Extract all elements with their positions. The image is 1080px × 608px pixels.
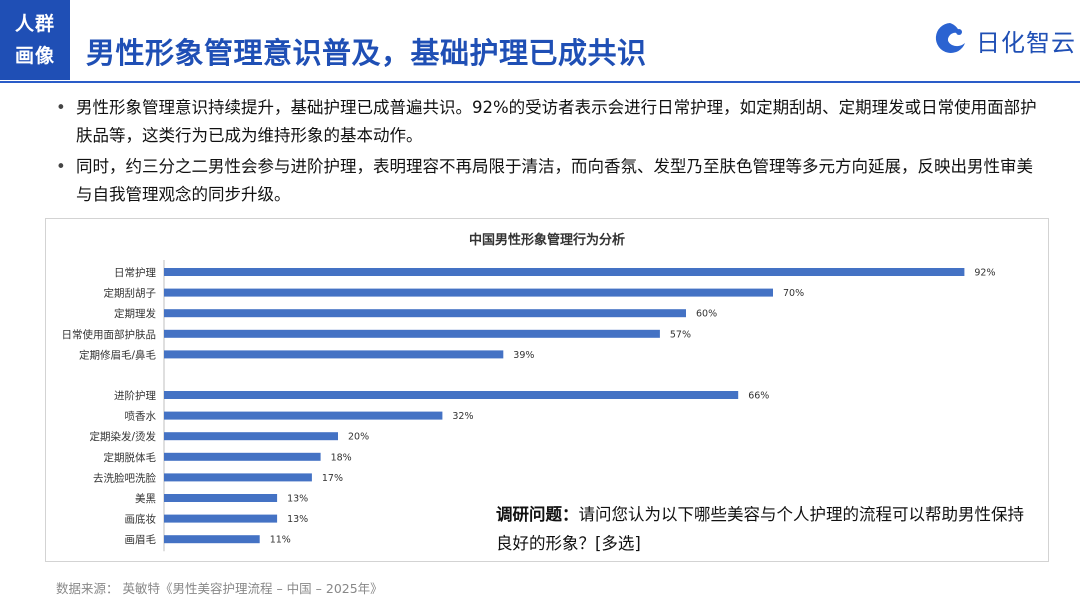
bar-chart: 日常护理 92% 定期刮胡子 70% 定期理发 60% 日常使用面部护肤品 57% 定期修眉毛/… [62,260,996,552]
value-label: 17% [322,473,343,484]
category-label: 画眉毛 [125,534,157,546]
bar [164,329,660,338]
bar [164,309,686,318]
category-label: 喷香水 [125,411,157,423]
section-tag-line1: 人群 [14,13,55,35]
page-title: 男性形象管理意识普及，基础护理已成共识 [86,36,647,70]
data-source: 数据来源： 英敏特《男性美容护理流程 – 中国 – 2025年》 [56,581,383,596]
brand-logo: 日化智云 [930,20,1076,60]
value-label: 39% [513,350,534,361]
value-label: 20% [348,432,369,443]
value-label: 13% [287,514,308,525]
bar [164,432,338,441]
survey-question: 调研问题：请问您认为以下哪些美容与个人护理的流程可以帮助男性保持良好的形象？[多… [496,500,1036,558]
value-label: 13% [287,494,308,505]
bar [164,268,965,276]
bar [164,514,278,523]
value-label: 11% [270,535,291,546]
value-label: 70% [783,288,804,299]
value-label: 66% [748,391,769,402]
survey-question-text: 请问您认为以下哪些美容与个人护理的流程可以帮助男性保持良好的形象？[多选] [496,505,1024,553]
value-label: 18% [331,452,352,463]
category-label: 定期脱体毛 [104,451,157,464]
header-divider [0,81,1080,83]
category-label: 日常使用面部护肤品 [62,328,157,341]
category-label: 去洗脸吧洗脸 [93,471,156,484]
bar [164,411,443,420]
category-label: 定期修眉毛/鼻毛 [79,348,157,361]
bar [164,494,278,502]
value-label: 92% [974,268,995,279]
category-label: 定期染发/烫发 [89,430,156,443]
value-label: 57% [670,329,691,340]
chart-title: 中国男性形象管理行为分析 [468,233,625,248]
category-label: 画底妆 [125,513,157,526]
category-label: 定期刮胡子 [104,287,157,300]
section-tag: 人群 画像 [0,0,70,80]
bar [164,452,321,461]
bar [164,350,504,359]
value-label: 32% [452,411,473,422]
bar [164,473,312,482]
bar [164,535,260,544]
bullet-item: 同时，约三分之二男性会参与进阶护理，表明理容不再局限于清洁，而向香氛、发型乃至肤… [56,153,1046,209]
category-label: 美黑 [135,492,156,505]
bullet-item: 男性形象管理意识持续提升，基础护理已成普遍共识。92%的受访者表示会进行日常护理… [56,94,1046,150]
category-label: 进阶护理 [114,389,156,402]
survey-question-label: 调研问题： [496,505,579,524]
category-label: 定期理发 [114,307,156,320]
bar [164,288,773,297]
brand-logo-text: 日化智云 [976,28,1076,57]
section-tag-line2: 画像 [14,45,55,67]
summary-bullets: 男性形象管理意识持续提升，基础护理已成普遍共识。92%的受访者表示会进行日常护理… [56,94,1046,212]
value-label: 60% [696,309,717,320]
category-label: 日常护理 [114,266,156,279]
bar [164,391,739,399]
cloud-wave-icon [930,20,970,60]
